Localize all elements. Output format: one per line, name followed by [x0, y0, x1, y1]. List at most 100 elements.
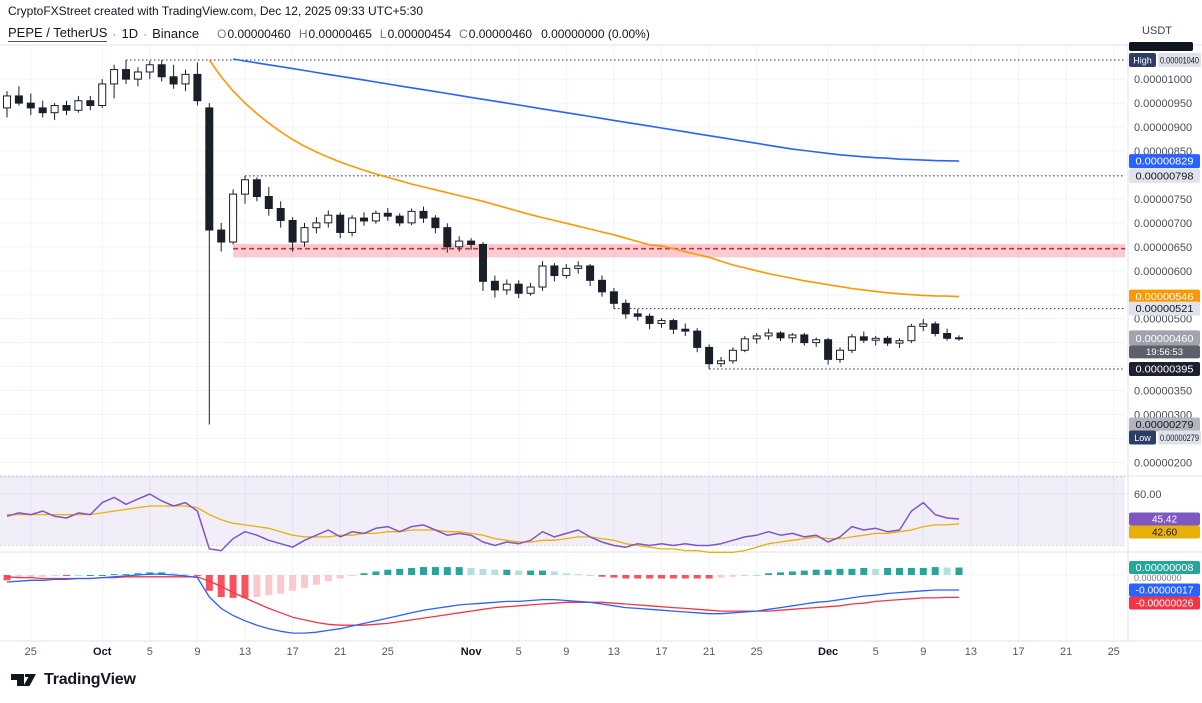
low-price-badge — [1129, 417, 1200, 432]
macd-histogram-bar — [943, 567, 951, 575]
candle — [98, 83, 107, 107]
candle — [181, 73, 190, 85]
tradingview-wordmark: TradingView — [44, 671, 136, 688]
price-scale-currency[interactable]: USDT — [1142, 25, 1172, 37]
candle — [943, 333, 952, 339]
level-395-badge — [1129, 361, 1200, 376]
macd-histogram-bar — [539, 570, 546, 575]
candle — [895, 340, 904, 344]
macd-histogram-bar — [896, 567, 903, 575]
rsi-line — [6, 493, 960, 552]
candle — [26, 102, 35, 109]
svg-text:0.00000546: 0.00000546 — [1136, 292, 1194, 303]
candle — [955, 337, 963, 340]
symbol-name[interactable]: PEPE / TetherUS — [8, 25, 108, 42]
macd-histogram-bar — [384, 569, 392, 575]
candle — [526, 286, 535, 294]
exchange-label[interactable]: Binance — [152, 26, 200, 41]
time-tick-label: 5 — [873, 646, 879, 658]
macd-histogram-bar — [51, 575, 59, 576]
macd-histogram-bar — [193, 575, 201, 576]
high-label: H — [298, 26, 308, 41]
ohlc-readout: O 0.00000460 H 0.00000465 L 0.00000454 C 0.0… — [209, 27, 532, 41]
macd-histogram-bar — [336, 575, 344, 579]
candle — [324, 214, 333, 224]
close-value: 0.00000460 — [468, 26, 533, 41]
candle — [264, 196, 273, 209]
low-value-badge — [1158, 430, 1201, 445]
candle — [110, 69, 119, 85]
ma-blue-line — [232, 58, 960, 162]
bar-countdown-badge — [1129, 345, 1200, 359]
macd-histogram-bar — [884, 567, 892, 575]
time-tick-label: 17 — [655, 646, 667, 658]
interval-label[interactable]: 1D — [121, 26, 139, 41]
candle — [312, 222, 321, 229]
svg-text:45.42: 45.42 — [1152, 515, 1177, 526]
macd-histogram-bar — [170, 573, 178, 575]
macd-histogram-bar — [3, 575, 11, 581]
macd-histogram-bar — [955, 567, 963, 575]
svg-text:-0.00000017: -0.00000017 — [1136, 585, 1194, 596]
tradingview-logo[interactable]: TradingView — [10, 669, 136, 691]
candle — [574, 265, 583, 269]
price-tick-label: 0.00000500 — [1134, 314, 1192, 326]
macd-histogram-bar — [443, 567, 451, 575]
candle — [443, 227, 452, 248]
time-tick-label: 5 — [147, 646, 153, 658]
price-scale-top-box — [1129, 42, 1193, 51]
price-level-lines — [126, 59, 1125, 370]
macd-histogram-bar — [610, 575, 618, 578]
time-tick-label: 17 — [286, 646, 298, 658]
price-axis[interactable]: 0.000010000.000009500.000009000.00000850… — [1128, 42, 1202, 641]
svg-text:0.00000521: 0.00000521 — [1136, 304, 1194, 315]
svg-text:0.00000829: 0.00000829 — [1136, 157, 1194, 168]
time-tick-label: 9 — [563, 646, 569, 658]
candle — [919, 323, 928, 327]
time-axis[interactable]: 25 Oct 5 9 13 17 21 25 Nov 5 9 13 17 21 25 Dec 5 9 13 17 21 2… — [0, 641, 1202, 663]
price-tick-label: 0.00000350 — [1134, 386, 1192, 398]
candle — [871, 337, 880, 341]
candle — [360, 217, 368, 222]
candle — [847, 336, 856, 351]
candle — [205, 107, 214, 231]
macd-histogram-bar — [669, 575, 677, 579]
macd-signal-badge — [1129, 596, 1200, 610]
high-value: 0.00000465 — [308, 26, 372, 41]
rsi-grid-label: 60.00 — [1134, 489, 1162, 501]
macd-histogram-bar — [396, 568, 404, 575]
time-tick-label: 25 — [751, 646, 763, 658]
candle — [538, 265, 547, 288]
separator-dot: · — [143, 26, 148, 41]
candle — [479, 243, 487, 282]
svg-text:0.00001040: 0.00001040 — [1160, 56, 1199, 67]
time-tick-label: 21 — [703, 646, 715, 658]
price-tick-label: 0.00000950 — [1134, 98, 1192, 110]
macd-histogram-bar — [182, 574, 189, 576]
macd-histogram-bar — [455, 567, 463, 575]
macd-histogram-bar — [110, 574, 118, 576]
candle — [467, 240, 476, 245]
change-value: 0.00000000 (0.00%) — [541, 26, 650, 41]
macd-histogram-bar — [479, 568, 487, 575]
macd-histogram-bar — [681, 575, 689, 579]
macd-histogram-bar — [860, 567, 868, 575]
price-tick-label: 0.00000600 — [1134, 266, 1192, 278]
macd-histogram-bar — [658, 575, 665, 579]
candle — [300, 227, 309, 243]
candle — [288, 219, 297, 243]
candle — [336, 214, 345, 233]
macd-histogram-bar — [205, 575, 213, 591]
macd-histogram-bar — [765, 573, 773, 575]
rsi-value-badge — [1129, 512, 1200, 526]
candle — [241, 179, 249, 195]
macd-histogram-bar — [241, 575, 249, 598]
macd-histogram-bar — [705, 575, 713, 579]
svg-text:0.00000279: 0.00000279 — [1160, 433, 1199, 444]
macd-histogram-bar — [777, 572, 784, 575]
time-tick-label: 13 — [965, 646, 977, 658]
candle — [550, 265, 559, 277]
svg-text:0.00000460: 0.00000460 — [1136, 334, 1194, 345]
macd-histogram-bar — [646, 575, 654, 579]
